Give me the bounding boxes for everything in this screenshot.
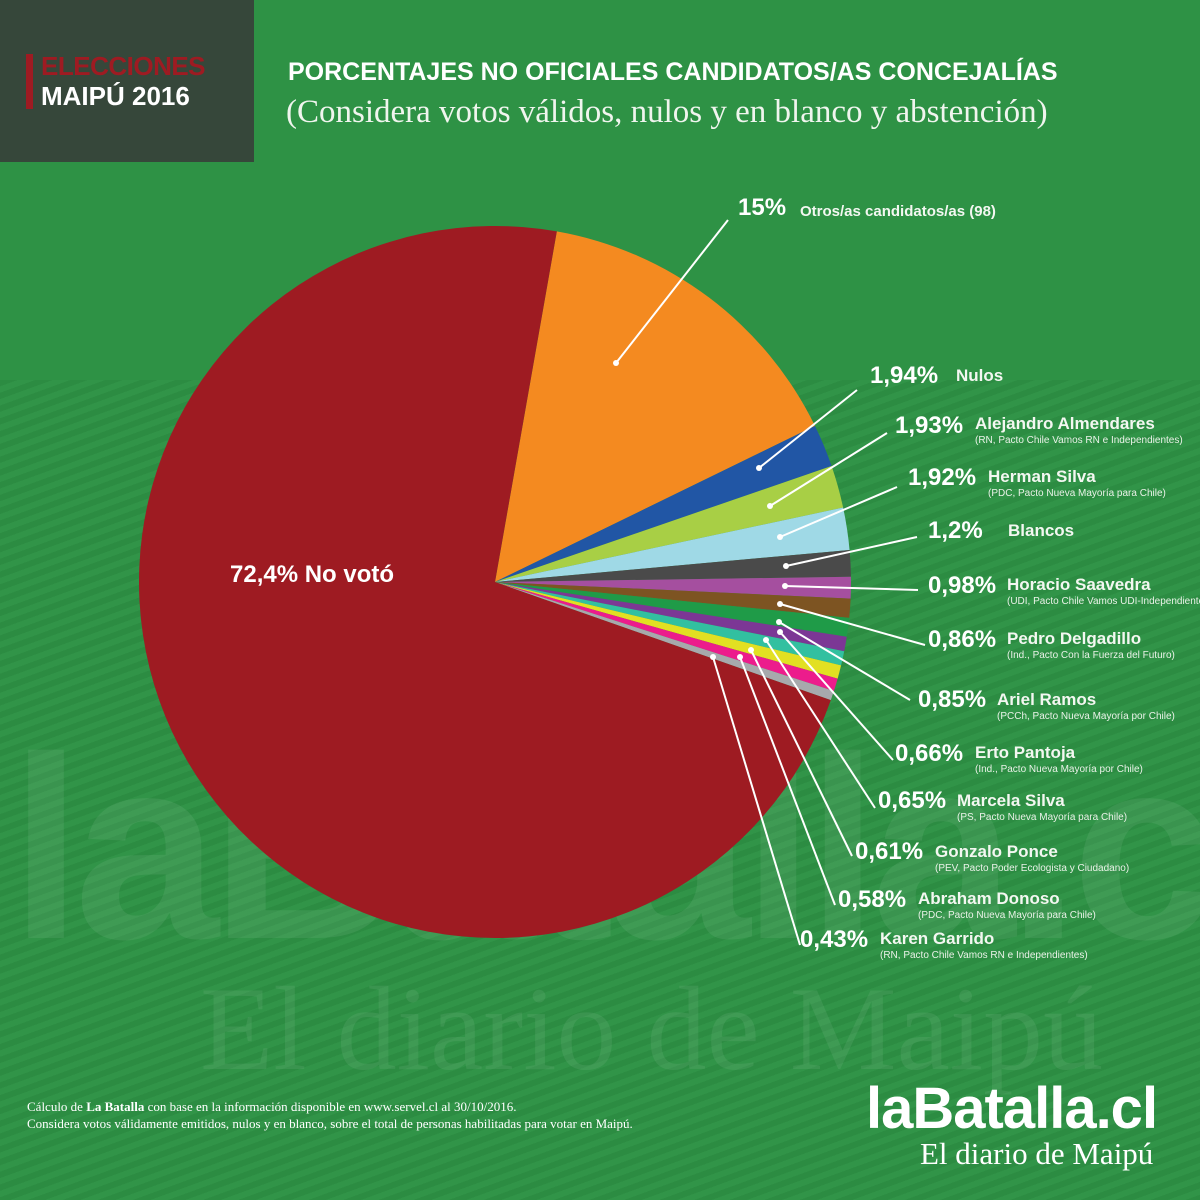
slice-name-label: Ariel Ramos bbox=[997, 690, 1097, 709]
slice-party-label: (PDC, Pacto Nueva Mayoría para Chile) bbox=[918, 910, 1096, 921]
pie-slice-10 bbox=[495, 582, 842, 679]
leader-line bbox=[758, 389, 858, 469]
slice-party-label: (PCCh, Pacto Nueva Mayoría por Chile) bbox=[997, 711, 1175, 722]
pie-slice-9 bbox=[495, 582, 845, 666]
slice-name-label: Otros/as candidatos/as (98) bbox=[800, 203, 996, 220]
pie-slice-12 bbox=[495, 582, 834, 701]
chart-subtitle: (Considera votos válidos, nulos y en bla… bbox=[286, 94, 1048, 130]
leader-line bbox=[784, 585, 919, 591]
leader-line bbox=[779, 603, 926, 646]
slice-percent-label: 15% bbox=[738, 194, 787, 221]
pie-slice-11 bbox=[495, 582, 838, 692]
pie-slice-8 bbox=[495, 582, 847, 652]
footer-text: con base en la información disponible en… bbox=[144, 1099, 517, 1114]
leader-dot bbox=[710, 654, 716, 660]
leader-dot bbox=[783, 563, 789, 569]
slice-percent-label: 0,98% bbox=[928, 572, 997, 599]
footer-note: Cálculo de La Batalla con base en la inf… bbox=[27, 1098, 633, 1132]
slice-percent-label: 0,65% bbox=[878, 787, 947, 814]
badge-line2: MAIPÚ 2016 bbox=[41, 81, 190, 111]
slice-percent-label: 1,2% bbox=[928, 517, 983, 544]
slice-percent-label: 0,61% bbox=[855, 838, 924, 865]
leader-dot bbox=[737, 654, 743, 660]
slice-percent-label: 1,94% bbox=[870, 362, 939, 389]
leader-line bbox=[769, 432, 888, 507]
badge-accent-bar bbox=[26, 54, 33, 109]
leader-dot bbox=[748, 647, 754, 653]
footer-line2: Considera votos válidamente emitidos, nu… bbox=[27, 1116, 633, 1131]
slice-name-label: Herman Silva bbox=[988, 467, 1096, 486]
pie-slice-5 bbox=[495, 576, 851, 599]
watermark-tagline: El diario de Maipú bbox=[200, 962, 1104, 1095]
pie-slice-1 bbox=[495, 425, 832, 582]
leader-line bbox=[785, 536, 918, 567]
slice-name-label: Karen Garrido bbox=[880, 929, 995, 948]
slice-percent-label: 0,86% bbox=[928, 626, 997, 653]
slice-name-label: Alejandro Almendares bbox=[975, 414, 1155, 433]
leader-dot bbox=[613, 360, 619, 366]
main-slice-label: 72,4% No votó bbox=[230, 561, 395, 588]
slice-party-label: (PDC, Pacto Nueva Mayoría para Chile) bbox=[988, 488, 1166, 499]
leader-dot bbox=[776, 619, 782, 625]
leader-dot bbox=[767, 503, 773, 509]
slice-party-label: (PS, Pacto Nueva Mayoría para Chile) bbox=[957, 812, 1128, 823]
pie-slice-3 bbox=[495, 507, 850, 582]
slice-name-label: Gonzalo Ponce bbox=[935, 842, 1058, 861]
badge-line1: ELECCIONES bbox=[41, 51, 206, 81]
slice-name-label: Blancos bbox=[1008, 521, 1075, 540]
slice-name-label: Pedro Delgadillo bbox=[1007, 629, 1142, 648]
slice-percent-label: 0,58% bbox=[838, 886, 907, 913]
slice-party-label: (Ind., Pacto Nueva Mayoría por Chile) bbox=[975, 764, 1143, 775]
slice-name-label: Marcela Silva bbox=[957, 791, 1065, 810]
slice-name-label: Horacio Saavedra bbox=[1007, 575, 1151, 594]
leader-line bbox=[750, 649, 853, 857]
leader-line bbox=[765, 639, 876, 809]
footer-brand: La Batalla bbox=[86, 1099, 145, 1114]
leader-line bbox=[779, 631, 894, 761]
slice-name-label: Abraham Donoso bbox=[918, 889, 1060, 908]
slice-party-label: (UDI, Pacto Chile Vamos UDI-Independient… bbox=[1007, 596, 1200, 607]
slice-party-label: (RN, Pacto Chile Vamos RN e Independient… bbox=[880, 950, 1088, 961]
leader-line bbox=[739, 656, 836, 906]
slice-party-label: (RN, Pacto Chile Vamos RN e Independient… bbox=[975, 435, 1183, 446]
leader-dot bbox=[777, 534, 783, 540]
pie-slice-6 bbox=[495, 582, 851, 618]
leader-dot bbox=[777, 629, 783, 635]
pie-slice-13 bbox=[139, 225, 831, 939]
leader-dot bbox=[782, 583, 788, 589]
chart-title: PORCENTAJES NO OFICIALES CANDIDATOS/AS C… bbox=[288, 58, 1058, 86]
slice-name-label: Erto Pantoja bbox=[975, 743, 1076, 762]
slice-percent-label: 0,85% bbox=[918, 686, 987, 713]
brand-tagline: El diario de Maipú bbox=[920, 1136, 1154, 1171]
pie-slice-7 bbox=[495, 582, 850, 637]
slice-percent-label: 0,43% bbox=[800, 926, 869, 953]
slice-percent-label: 0,66% bbox=[895, 740, 964, 767]
slice-party-label: (Ind., Pacto Con la Fuerza del Futuro) bbox=[1007, 650, 1175, 661]
brand-logo: laBatalla.cl bbox=[866, 1076, 1158, 1141]
leader-dot bbox=[756, 465, 762, 471]
slice-name-label: Nulos bbox=[956, 366, 1004, 385]
leader-line bbox=[615, 219, 729, 364]
pie-slice-2 bbox=[495, 465, 844, 582]
pie-slice-4 bbox=[495, 549, 851, 582]
leader-dot bbox=[777, 601, 783, 607]
leader-dot bbox=[763, 637, 769, 643]
slice-percent-label: 1,93% bbox=[895, 412, 964, 439]
footer-line1: Cálculo de La Batalla con base en la inf… bbox=[27, 1098, 633, 1115]
leader-line bbox=[712, 656, 801, 946]
election-badge: ELECCIONES MAIPÚ 2016 bbox=[0, 0, 254, 162]
slice-party-label: (PEV, Pacto Poder Ecologista y Ciudadano… bbox=[935, 863, 1130, 874]
slice-percent-label: 1,92% bbox=[908, 464, 977, 491]
pie-slice-0 bbox=[495, 231, 815, 582]
leader-line bbox=[779, 486, 898, 538]
leader-line bbox=[778, 621, 911, 701]
footer-text: Cálculo de bbox=[27, 1099, 87, 1114]
